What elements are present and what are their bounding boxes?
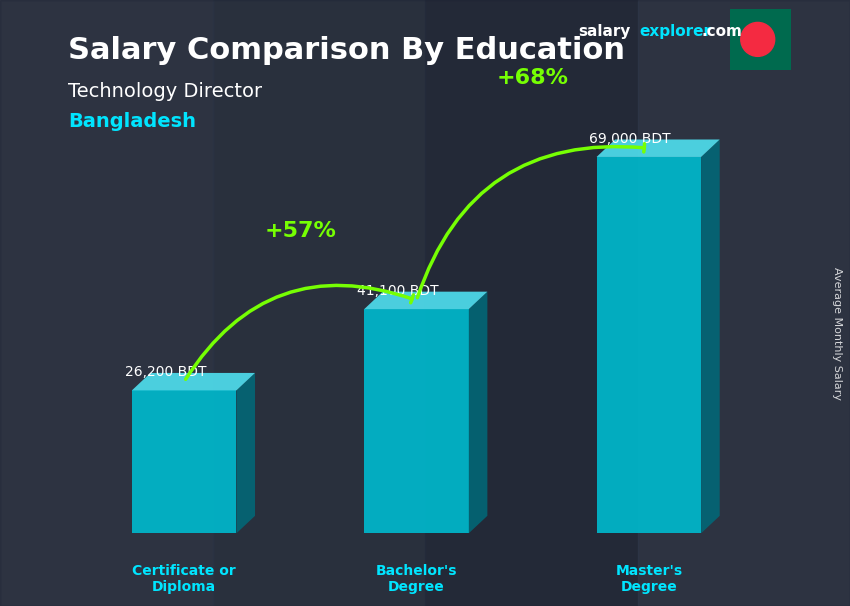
Text: 26,200 BDT: 26,200 BDT — [125, 365, 207, 379]
Text: salary: salary — [578, 24, 631, 39]
Bar — [212, 0, 425, 606]
Polygon shape — [597, 157, 701, 533]
Bar — [425, 0, 638, 606]
Polygon shape — [364, 291, 487, 309]
Text: 69,000 BDT: 69,000 BDT — [589, 132, 671, 146]
Polygon shape — [132, 390, 236, 533]
Text: .com: .com — [701, 24, 742, 39]
Polygon shape — [468, 291, 487, 533]
Text: +57%: +57% — [264, 221, 337, 241]
Text: Salary Comparison By Education: Salary Comparison By Education — [68, 36, 625, 65]
Bar — [0, 0, 212, 606]
Text: Bangladesh: Bangladesh — [68, 112, 196, 131]
Bar — [638, 0, 850, 606]
Polygon shape — [364, 309, 468, 533]
Polygon shape — [597, 139, 720, 157]
Text: 41,100 BDT: 41,100 BDT — [357, 284, 439, 298]
Polygon shape — [701, 139, 720, 533]
Text: explorer: explorer — [639, 24, 711, 39]
Text: +68%: +68% — [496, 68, 569, 88]
Text: Master's
Degree: Master's Degree — [615, 564, 683, 594]
Polygon shape — [132, 373, 255, 390]
Circle shape — [740, 22, 774, 56]
Text: Technology Director: Technology Director — [68, 82, 262, 101]
Polygon shape — [236, 373, 255, 533]
Text: Bachelor's
Degree: Bachelor's Degree — [376, 564, 457, 594]
Text: Certificate or
Diploma: Certificate or Diploma — [133, 564, 236, 594]
Text: Average Monthly Salary: Average Monthly Salary — [832, 267, 842, 400]
